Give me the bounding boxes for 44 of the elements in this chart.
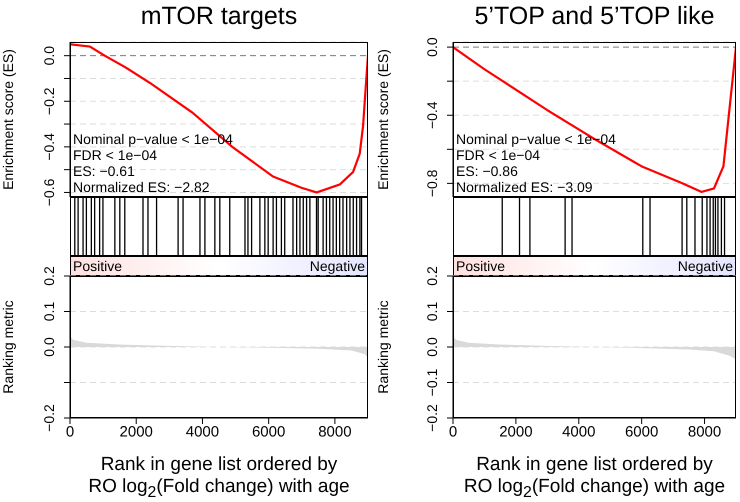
x-axis-title: Rank in gene list ordered by RO log$_{2}$(Fold change) with age	[88, 454, 350, 502]
text: Negative	[678, 258, 733, 274]
x-tick-label: 8000	[688, 424, 722, 441]
y-axis-title: Enrichment score (ES)	[374, 49, 391, 190]
y-tick-label: −0.2	[41, 404, 57, 432]
chart-title: mTOR targets	[140, 2, 298, 31]
y-tick-label: 0.2	[41, 266, 57, 286]
y-tick-label: 0.1	[424, 302, 440, 322]
x-tick-label: 0	[448, 424, 458, 441]
annotation: ES: −0.61	[73, 163, 136, 179]
y-tick-label: −0.2	[424, 404, 440, 432]
y-tick-label: 0.0	[424, 337, 440, 357]
text: Negative	[310, 258, 365, 274]
x-tick-label: 6000	[252, 424, 286, 441]
x-tick-label: 8000	[318, 424, 352, 441]
chart-title: 5’TOP and 5’TOP like	[474, 2, 716, 31]
annotation: FDR < 1e−04	[456, 147, 542, 163]
text: Positive	[73, 258, 122, 274]
annotation: FDR < 1e−04	[73, 147, 158, 163]
y-axis-title: Ranking metric	[374, 300, 391, 394]
y-axis-title: Enrichment score (ES)	[0, 49, 16, 190]
annotation: Normalized ES: −3.09	[456, 179, 594, 195]
y-tick-label: 0.0	[41, 337, 57, 357]
y-tick-label: −0.4	[41, 132, 57, 161]
x-axis-title: Rank in gene list ordered by RO log$_{2}$(Fold change) with age	[464, 454, 726, 502]
y-tick-label: −0.8	[424, 169, 440, 198]
x-tick-label: 6000	[624, 424, 658, 441]
x-tick-label: 2000	[499, 424, 533, 441]
y-axis-title: Ranking metric	[0, 300, 16, 394]
text: Positive	[456, 258, 506, 274]
x-tick-label: 0	[66, 424, 74, 441]
y-tick-label: −0.4	[424, 101, 440, 130]
y-tick-label: −0.1	[424, 368, 440, 396]
annotation: Normalized ES: −2.82	[73, 179, 211, 195]
x-tick-label: 4000	[186, 424, 220, 441]
y-tick-label: 0.0	[424, 37, 440, 57]
y-tick-label: −0.6	[41, 178, 57, 206]
y-tick-label: 0.2	[424, 266, 440, 286]
y-tick-label: −0.2	[41, 87, 57, 116]
y-tick-label: 0.1	[41, 302, 57, 322]
annotation: ES: −0.86	[456, 163, 519, 179]
y-tick-label: 0.0	[41, 46, 57, 66]
x-tick-label: 2000	[120, 424, 153, 441]
x-tick-label: 4000	[562, 424, 596, 441]
